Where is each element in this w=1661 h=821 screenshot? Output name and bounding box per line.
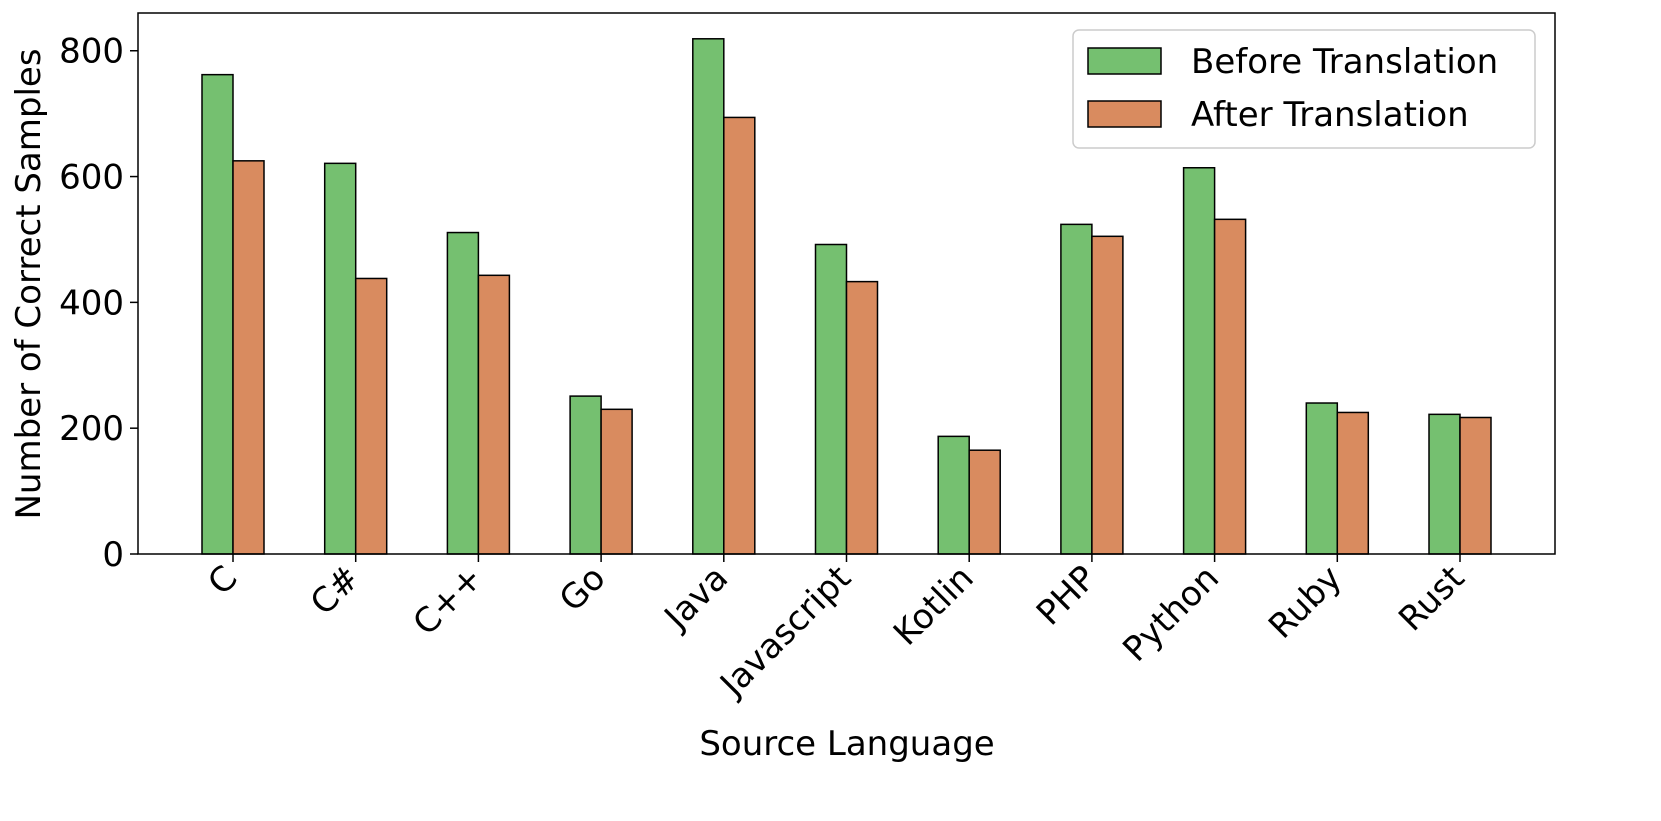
x-tick-label: Kotlin [886, 558, 982, 654]
bar [354, 277, 388, 555]
y-tick-label: 400 [59, 283, 124, 323]
bar [1091, 235, 1124, 555]
x-tick-label: Javascript [711, 558, 858, 705]
x-tick-label: Python [1115, 558, 1227, 670]
x-axis-label: Source Language [699, 724, 994, 764]
x-tick-label: PHP [1029, 558, 1104, 633]
legend-box [1072, 29, 1536, 149]
y-tick-label: 0 [102, 535, 124, 575]
x-tick-label: Go [552, 558, 614, 620]
bar [1459, 416, 1492, 555]
y-tick-label: 200 [59, 409, 124, 449]
plot-frame [137, 12, 1556, 555]
legend-swatch [1087, 47, 1162, 75]
bar [814, 243, 848, 555]
bar [692, 38, 725, 555]
x-tick-label: Java [656, 558, 736, 638]
y-tick-label: 800 [59, 32, 124, 72]
bar [1428, 413, 1461, 555]
bar [1182, 167, 1216, 555]
y-axis-label: Number of Correct Samples [9, 48, 49, 519]
x-tick-label: Ruby [1261, 558, 1350, 647]
legend-swatch [1087, 100, 1162, 128]
legend-label: After Translation [1191, 95, 1469, 135]
bar [569, 395, 602, 555]
bar [201, 73, 234, 555]
bar [845, 280, 879, 555]
bar [937, 435, 970, 555]
bar [1060, 223, 1093, 555]
x-tick-label: C# [303, 558, 368, 623]
bar [323, 162, 357, 555]
y-tick-label: 600 [59, 158, 124, 198]
x-tick-label: Rust [1391, 558, 1472, 639]
bar [477, 274, 511, 555]
bar [1305, 402, 1339, 555]
bar [1213, 218, 1247, 555]
bar [600, 408, 633, 555]
bar [1336, 411, 1370, 555]
bar [232, 160, 265, 555]
legend-label: Before Translation [1191, 42, 1498, 82]
x-tick-label: C [200, 558, 245, 603]
bar [446, 231, 480, 555]
bar [723, 116, 756, 555]
x-tick-label: C++ [405, 558, 490, 643]
bar [968, 449, 1001, 555]
